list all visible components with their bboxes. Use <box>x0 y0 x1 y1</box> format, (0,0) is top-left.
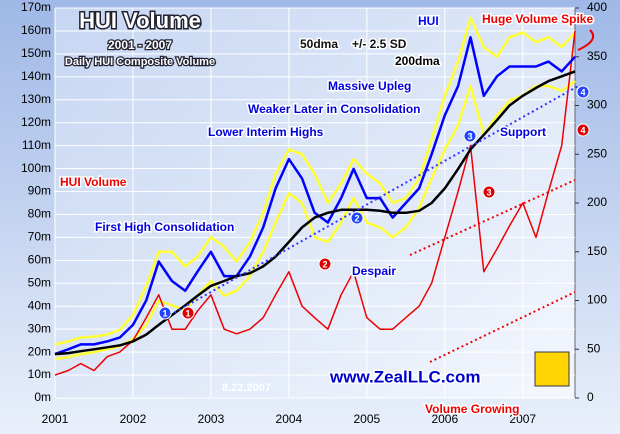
marks <box>54 16 576 376</box>
marker-number: 1 <box>185 308 190 318</box>
annotation: Lower Interim Highs <box>208 125 324 139</box>
y2-tick-label: 250 <box>587 146 607 160</box>
band-upper <box>54 16 576 346</box>
marker-circle <box>158 306 172 320</box>
marker-number: 3 <box>467 131 472 141</box>
y-tick-label: 20m <box>28 344 51 358</box>
annotation: First High Consolidation <box>95 220 234 234</box>
arrow <box>577 29 594 51</box>
marker-circle <box>576 85 590 99</box>
annotation: 8.22.2007 <box>222 382 271 394</box>
x-tick-label: 2003 <box>198 412 225 426</box>
y2-tick-label: 100 <box>587 293 607 307</box>
trend-line <box>409 179 576 256</box>
annotation: Weaker Later in Consolidation <box>248 102 420 116</box>
y-tick-label: 30m <box>28 321 51 335</box>
annotation: Massive Upleg <box>328 79 411 93</box>
y-tick-label: 40m <box>28 298 51 312</box>
marker-number: 4 <box>580 125 585 135</box>
x-tick-label: 2001 <box>42 412 69 426</box>
y-tick-label: 160m <box>21 23 51 37</box>
marker-circle <box>181 306 195 320</box>
y-tick-label: 100m <box>21 161 51 175</box>
chart-title: HUI Volume <box>79 8 201 33</box>
marker-circle <box>576 123 590 137</box>
grid <box>54 7 579 399</box>
subtitle: Daily HUI Composite Volume <box>65 56 215 68</box>
legend-label: HUI <box>418 14 439 28</box>
annotation: Despair <box>352 264 396 278</box>
marker-circle <box>318 257 332 271</box>
y2-tick-label: 50 <box>587 341 601 355</box>
y2-tick-label: 150 <box>587 244 607 258</box>
legend-label: HUI Volume <box>60 175 127 189</box>
y-tick-label: 110m <box>22 138 51 152</box>
y-tick-label: 150m <box>21 46 51 60</box>
y2-tick-label: 400 <box>587 0 607 14</box>
annotation: Huge Volume Spike <box>482 12 593 26</box>
legend-label: +/- 2.5 SD <box>352 37 407 51</box>
x-tick-label: 2007 <box>509 412 536 426</box>
y-tick-label: 50m <box>28 275 51 289</box>
y-tick-label: 70m <box>28 230 51 244</box>
y-tick-label: 140m <box>21 69 51 83</box>
marker-number: 2 <box>354 213 359 223</box>
series-line <box>54 36 576 356</box>
y2-tick-label: 0 <box>587 390 594 404</box>
annotation: Volume Growing <box>425 402 519 416</box>
annotation: 50dma <box>300 37 338 51</box>
trend-line <box>429 291 576 363</box>
y2-tick-label: 200 <box>587 195 607 209</box>
marker-circle <box>463 129 477 143</box>
marker-number: 4 <box>580 87 585 97</box>
annotation: Support <box>500 125 546 139</box>
marker-circle <box>350 211 364 225</box>
y-tick-label: 120m <box>21 115 51 129</box>
marker-number: 3 <box>486 187 491 197</box>
marker-number: 2 <box>322 259 327 269</box>
logo <box>534 351 570 387</box>
subtitle: 2001 - 2007 <box>108 38 172 52</box>
x-tick-label: 2006 <box>431 412 458 426</box>
y2-tick-label: 350 <box>587 49 607 63</box>
y-tick-label: 10m <box>28 367 51 381</box>
marker-circle <box>482 185 496 199</box>
annotation: www.ZealLLC.com <box>329 367 481 386</box>
legend-label: 200dma <box>395 54 440 68</box>
series-line <box>54 30 576 376</box>
y-tick-label: 170m <box>21 0 51 14</box>
support-line <box>169 84 581 316</box>
x-tick-label: 2004 <box>276 412 303 426</box>
y-tick-label: 90m <box>28 184 51 198</box>
marker-number: 1 <box>162 308 167 318</box>
series-line <box>54 70 576 356</box>
y-tick-label: 130m <box>21 92 51 106</box>
y-tick-label: 0m <box>34 390 51 404</box>
y-tick-label: 80m <box>28 207 51 221</box>
y2-tick-label: 300 <box>587 98 607 112</box>
x-tick-label: 2005 <box>353 412 380 426</box>
x-tick-label: 2002 <box>120 412 147 426</box>
y-tick-label: 60m <box>28 253 51 267</box>
